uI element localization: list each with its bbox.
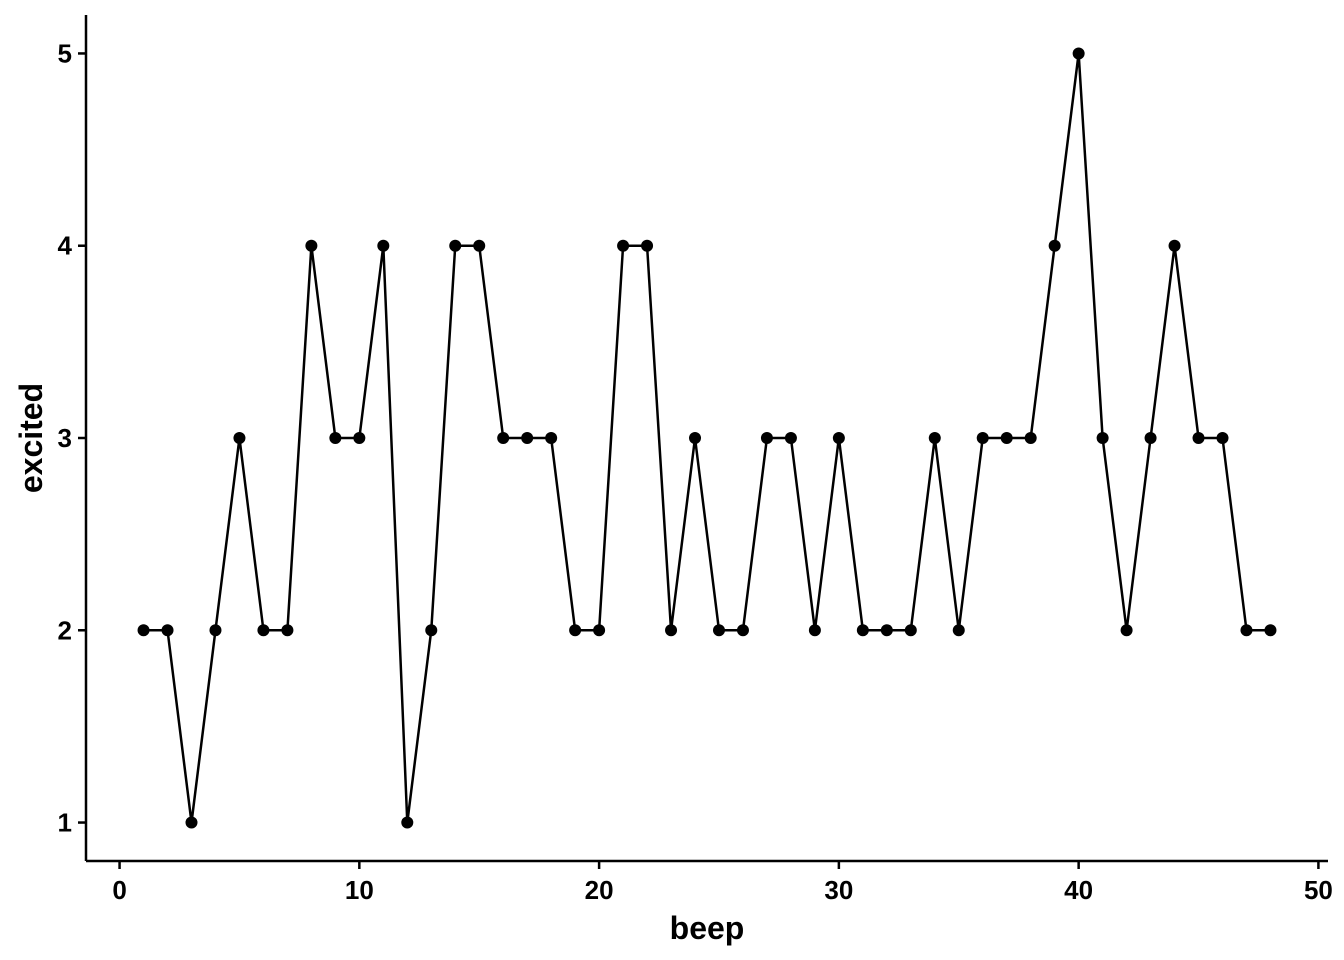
data-point [449,239,462,252]
data-point [1024,432,1037,444]
x-tick-label: 30 [824,875,853,905]
data-point [760,432,773,444]
x-tick-label: 50 [1304,875,1333,905]
data-point [497,432,510,444]
data-point [712,624,725,637]
data-point [880,624,893,637]
series-line [143,52,1271,824]
data-point [808,624,821,637]
data-point [928,432,941,444]
data-point [377,239,390,252]
data-point [545,432,558,444]
data-point [784,432,797,444]
data-point [1120,624,1133,637]
data-point [1264,624,1277,637]
y-tick-label: 1 [58,808,72,838]
data-point [233,432,246,444]
data-point [521,432,534,444]
y-tick-label: 3 [58,423,72,453]
data-point [689,432,702,444]
data-point [832,432,845,444]
x-axis-title: beep [670,910,745,946]
data-point [305,239,318,252]
x-axis-ticks: 0 10 20 30 40 50 [112,861,1333,905]
data-point [401,816,414,829]
data-point [1216,432,1229,444]
data-point [1144,432,1157,444]
data-point [161,624,174,637]
x-tick-label: 10 [345,875,374,905]
data-point [952,624,965,637]
data-point [593,624,606,637]
data-point [1096,432,1109,444]
data-point [185,816,198,829]
data-point [617,239,630,252]
y-tick-label: 2 [58,615,72,645]
data-point [1240,624,1253,637]
x-tick-label: 20 [585,875,614,905]
data-point [904,624,917,637]
data-point [473,239,486,252]
data-point [736,624,749,637]
y-axis-ticks: 1 2 3 4 5 [58,38,86,838]
data-point [329,432,342,444]
data-point [353,432,366,444]
data-point [209,624,222,637]
data-point [257,624,270,637]
y-tick-label: 5 [58,38,72,68]
data-point [1168,239,1181,252]
data-point [856,624,869,637]
data-point [1000,432,1013,444]
data-point [976,432,989,444]
y-tick-label: 4 [58,231,73,261]
data-point [425,624,438,637]
data-point [137,624,150,637]
data-point [569,624,582,637]
data-point [1072,47,1085,60]
plot-area [137,47,1277,829]
data-point [1048,239,1061,252]
data-point [281,624,294,637]
x-tick-label: 40 [1064,875,1093,905]
axes [84,15,1328,863]
data-point [641,239,654,252]
data-point [1192,432,1205,444]
x-tick-label: 0 [112,875,126,905]
y-axis-title: excited [13,383,49,493]
data-point [665,624,678,637]
